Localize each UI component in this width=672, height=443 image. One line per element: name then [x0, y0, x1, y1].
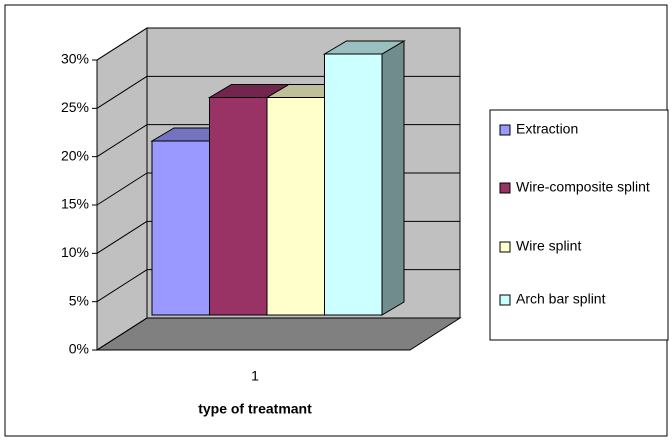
grid-line — [96, 75, 148, 109]
legend-label: Arch bar splint — [516, 291, 606, 307]
legend-swatch — [499, 241, 511, 253]
x-axis-title: type of treatmant — [198, 401, 312, 417]
grid-line — [96, 317, 148, 351]
y-tick-label: 10% — [61, 244, 89, 260]
plot: 0% 5% 10% 15% 20% 25% 30% 1 — [61, 27, 460, 384]
grid-line — [96, 269, 148, 303]
bar — [324, 53, 383, 316]
grid-line — [96, 27, 148, 61]
grid-line — [96, 172, 148, 206]
legend — [489, 109, 669, 341]
grid-line — [96, 124, 148, 158]
y-tick-label: 15% — [61, 196, 89, 212]
bar — [209, 97, 268, 316]
legend-swatch — [499, 182, 511, 194]
legend-swatch — [499, 294, 511, 306]
bar-side — [381, 40, 405, 316]
legend-label: Extraction — [516, 121, 578, 137]
bar — [266, 97, 325, 316]
x-tick-label: 1 — [251, 368, 259, 384]
legend-label: Wire splint — [516, 238, 581, 254]
y-tick-label: 5% — [69, 292, 89, 308]
y-tick-label: 30% — [61, 51, 89, 67]
legend-label: Wire-composite splint — [516, 179, 650, 195]
grid-line — [96, 220, 148, 254]
legend-swatch — [499, 124, 511, 136]
bar — [151, 140, 210, 316]
y-tick-label: 25% — [61, 99, 89, 115]
y-tick-label: 0% — [69, 341, 89, 357]
y-tick-label: 20% — [61, 147, 89, 163]
floor — [95, 317, 462, 351]
